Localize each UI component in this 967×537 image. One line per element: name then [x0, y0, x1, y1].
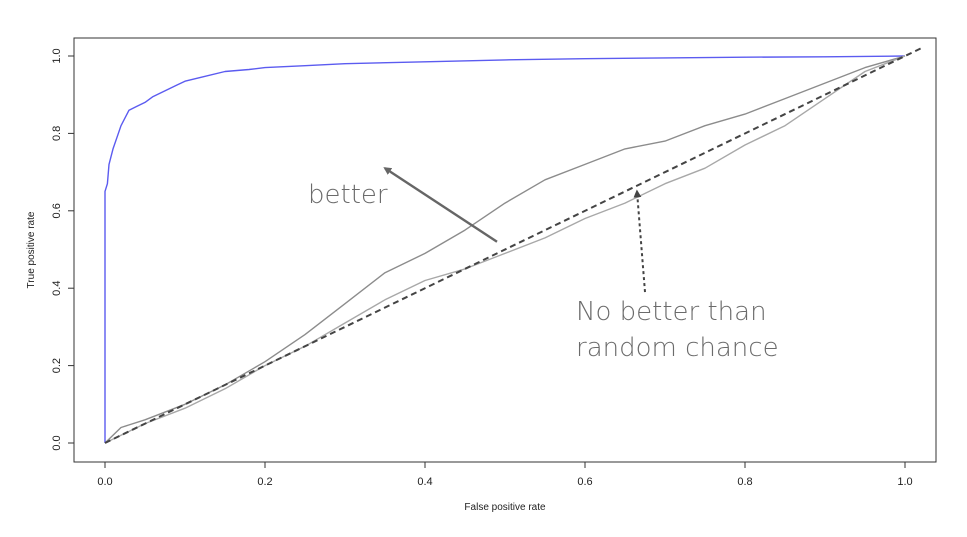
y-axis-title: True positive rate [26, 211, 37, 288]
y-tick-label: 0.2 [51, 358, 63, 373]
y-tick-label: 0.8 [51, 126, 63, 141]
arrow-random-chance [633, 189, 646, 293]
y-tick-label: 0.4 [51, 281, 63, 296]
x-tick-label: 0.4 [417, 476, 432, 488]
annotation-random-line1: No better than [576, 297, 767, 327]
series-layer [104, 47, 922, 444]
y-axis: 0.0 0.2 0.4 0.6 0.8 1.0 [51, 48, 74, 451]
y-tick-label: 0.0 [51, 435, 63, 450]
y-tick-label: 1.0 [51, 48, 63, 63]
x-tick-label: 1.0 [897, 476, 912, 488]
random-chance-line [104, 47, 922, 444]
x-tick-label: 0.8 [737, 476, 752, 488]
arrow-better [383, 167, 498, 243]
x-axis: 0.0 0.2 0.4 0.6 0.8 1.0 [97, 461, 913, 488]
annotation-random-line2: random chance [576, 333, 779, 363]
x-axis-title: False positive rate [464, 502, 546, 513]
y-tick-label: 0.6 [51, 203, 63, 218]
roc-curve-3 [104, 55, 906, 444]
arrow-layer [383, 167, 646, 293]
x-tick-label: 0.0 [97, 476, 112, 488]
x-tick-label: 0.2 [257, 476, 272, 488]
x-tick-label: 0.6 [577, 476, 592, 488]
annotation-better: better [308, 180, 388, 210]
roc-curve-1 [104, 55, 906, 443]
